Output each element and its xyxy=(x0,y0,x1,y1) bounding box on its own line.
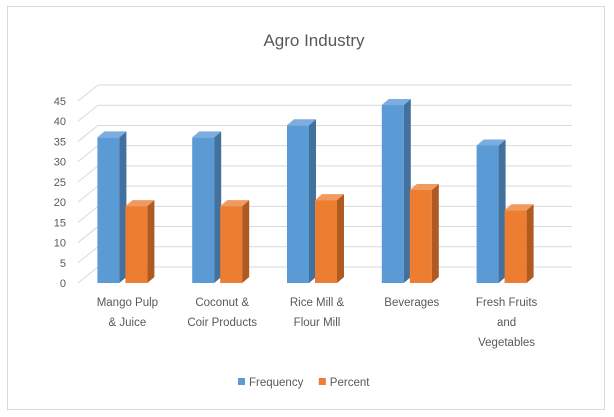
x-tick-label-line: Vegetables xyxy=(478,337,535,349)
bar xyxy=(504,204,534,283)
bar-top xyxy=(125,200,155,207)
bar-front xyxy=(287,125,309,284)
bar xyxy=(97,131,127,283)
x-tick-label-line: & Juice xyxy=(109,317,147,329)
bar-top xyxy=(381,99,411,106)
legend-label: Frequency xyxy=(249,377,304,389)
bars xyxy=(97,99,534,284)
y-tick-label: 15 xyxy=(54,217,66,229)
x-tick-label: Mango Pulp & Juice xyxy=(97,297,158,329)
bar-top xyxy=(97,131,127,138)
bar-side xyxy=(498,139,506,283)
bar xyxy=(381,99,411,284)
bar xyxy=(287,119,316,284)
gridline xyxy=(77,124,572,142)
y-tick-label: 25 xyxy=(54,177,66,189)
bar-top xyxy=(315,194,344,201)
legend-swatch xyxy=(238,378,245,385)
bar-side xyxy=(242,200,250,283)
legend-swatch xyxy=(318,378,326,385)
chart-title: Agro Industry xyxy=(263,31,365,50)
x-tick-label-line: Rice Mill & xyxy=(290,297,345,309)
y-tick-label: 10 xyxy=(54,238,66,250)
bar-top xyxy=(220,200,250,207)
x-tick-label-line: Fresh Fruits xyxy=(476,297,538,309)
bar-side xyxy=(147,200,155,283)
legend: Frequency Percent xyxy=(238,377,370,389)
bar-side xyxy=(431,183,439,283)
bar-side xyxy=(214,131,222,283)
bar xyxy=(315,194,344,283)
x-tick-label-line: Flour Mill xyxy=(294,317,341,329)
bar-top xyxy=(504,204,534,211)
y-axis: 0 5 10 15 20 25 30 35 40 45 xyxy=(54,96,66,290)
gridline xyxy=(77,104,572,122)
bar-front xyxy=(381,105,404,284)
bar-side xyxy=(309,119,316,284)
bar-front xyxy=(409,189,432,283)
bar xyxy=(409,183,439,283)
bar-front xyxy=(504,210,527,283)
bar-top xyxy=(287,119,316,126)
x-tick-label: Rice Mill & Flour Mill xyxy=(290,297,345,329)
bar xyxy=(220,200,250,283)
bar xyxy=(125,200,155,283)
bar-side xyxy=(526,204,534,283)
bar-front xyxy=(315,200,337,283)
bar-side xyxy=(403,99,411,284)
y-tick-label: 30 xyxy=(54,157,66,169)
bar-top xyxy=(476,139,506,146)
bar-top xyxy=(409,183,439,190)
x-tick-label-line: Coconut & xyxy=(195,297,249,309)
x-tick-label-line: Beverages xyxy=(384,297,439,309)
bar-top xyxy=(192,131,222,138)
bar-front xyxy=(220,206,243,283)
y-tick-label: 20 xyxy=(54,197,66,209)
bar-front xyxy=(125,206,148,283)
bar-front xyxy=(97,137,120,283)
legend-label: Percent xyxy=(330,377,370,389)
gridline xyxy=(77,84,572,102)
y-tick-label: 40 xyxy=(54,116,66,128)
bar xyxy=(476,139,506,283)
x-tick-label-line: Mango Pulp xyxy=(97,297,158,309)
bar xyxy=(192,131,222,283)
x-tick-label: Fresh Fruits and Vegetables xyxy=(476,297,538,349)
bar-side xyxy=(119,131,127,283)
y-tick-label: 5 xyxy=(60,258,66,270)
bar-front xyxy=(192,137,215,283)
y-tick-label: 35 xyxy=(54,136,66,148)
bar-front xyxy=(476,145,499,283)
bar-side xyxy=(337,194,344,283)
y-tick-label: 45 xyxy=(54,96,66,108)
x-axis: Mango Pulp & Juice Coconut & Coir Products R… xyxy=(97,297,538,349)
y-tick-label: 0 xyxy=(60,278,66,290)
x-tick-label-line: and xyxy=(497,317,516,329)
x-tick-label-line: Coir Products xyxy=(187,317,257,329)
x-tick-label: Coconut & Coir Products xyxy=(187,297,257,329)
x-tick-label: Beverages xyxy=(384,297,439,309)
